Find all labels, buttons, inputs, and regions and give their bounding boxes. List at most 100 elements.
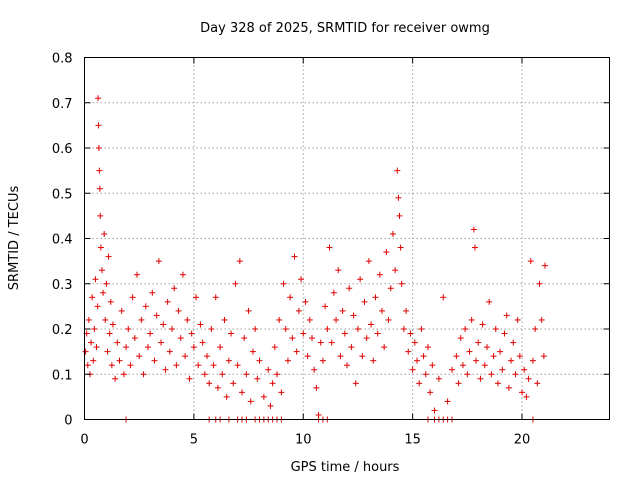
data-point <box>212 294 219 301</box>
data-point <box>449 366 455 373</box>
data-point <box>184 316 191 323</box>
y-tick-label: 0.4 <box>52 233 73 248</box>
data-point <box>219 371 226 378</box>
data-point <box>429 362 436 369</box>
data-point <box>175 307 182 314</box>
data-point <box>333 316 340 323</box>
data-point <box>462 326 469 332</box>
data-point <box>197 321 204 328</box>
data-point <box>291 253 298 260</box>
data-point <box>534 380 541 387</box>
data-point <box>407 330 414 337</box>
data-point <box>519 389 525 396</box>
data-point <box>116 357 123 364</box>
data-point <box>398 280 405 287</box>
data-point <box>418 326 425 332</box>
data-point <box>269 380 276 387</box>
data-point <box>459 362 466 369</box>
data-point <box>169 326 175 332</box>
data-point <box>254 375 261 382</box>
data-point <box>94 303 101 310</box>
data-point <box>501 330 508 337</box>
data-point <box>385 316 392 323</box>
data-point <box>479 321 486 328</box>
data-point <box>440 294 447 301</box>
data-point <box>129 294 136 301</box>
data-point <box>405 348 412 355</box>
data-point <box>475 339 482 346</box>
data-point <box>304 353 311 360</box>
data-point <box>249 348 256 355</box>
grid-lines <box>84 57 610 420</box>
data-point <box>392 267 399 274</box>
data-point <box>490 353 497 360</box>
data-point <box>247 398 254 405</box>
data-point <box>109 321 116 328</box>
data-point <box>389 230 396 237</box>
data-point <box>372 294 379 301</box>
data-point <box>341 330 348 337</box>
data-point <box>339 307 346 314</box>
data-point <box>210 362 217 369</box>
data-point <box>134 271 140 278</box>
data-point <box>344 362 350 369</box>
data-point <box>330 289 337 296</box>
y-tick-label: 0 <box>64 414 72 429</box>
data-point <box>457 335 464 342</box>
data-point <box>400 326 407 332</box>
data-point <box>92 276 99 283</box>
data-point <box>529 357 536 364</box>
data-point <box>147 330 154 337</box>
y-tick-label: 0.5 <box>52 187 73 202</box>
data-point <box>241 335 248 342</box>
data-point <box>536 280 543 287</box>
data-point <box>112 375 119 382</box>
data-point <box>313 384 320 391</box>
data-point <box>348 344 355 351</box>
data-point <box>234 362 241 369</box>
data-point <box>298 276 305 283</box>
x-tick-label: 0 <box>80 433 88 448</box>
data-point <box>503 312 510 319</box>
data-point <box>523 393 530 400</box>
data-point <box>494 380 501 387</box>
data-point <box>409 366 416 373</box>
data-point <box>177 335 184 342</box>
data-point <box>95 145 102 151</box>
data-point <box>214 384 221 391</box>
x-tick-label: 15 <box>404 433 421 448</box>
data-point <box>100 289 107 296</box>
data-point <box>144 344 151 351</box>
data-point <box>243 371 250 378</box>
data-point <box>326 244 333 251</box>
data-point <box>403 307 410 314</box>
data-point <box>354 326 361 332</box>
data-point <box>510 339 517 346</box>
y-axis-label: SRMTID / TECUs <box>7 186 22 291</box>
data-point <box>361 298 368 305</box>
data-point <box>464 371 471 378</box>
data-point <box>179 271 186 278</box>
data-point <box>541 262 548 269</box>
data-point <box>484 344 490 351</box>
data-point <box>123 344 130 351</box>
data-point <box>435 375 442 382</box>
data-point <box>106 330 113 337</box>
chart-title: Day 328 of 2025, SRMTID for receiver owm… <box>200 21 490 36</box>
data-point <box>387 285 394 292</box>
data-point <box>328 339 335 346</box>
data-point <box>228 330 235 337</box>
data-point <box>89 294 96 301</box>
data-point <box>190 344 197 351</box>
data-point <box>153 312 160 319</box>
data-point <box>359 353 366 360</box>
data-point <box>149 289 156 296</box>
data-point <box>127 362 134 369</box>
data-point <box>521 366 528 373</box>
data-point <box>162 366 169 373</box>
data-point <box>199 339 206 346</box>
data-point <box>379 307 385 314</box>
data-point <box>324 326 331 332</box>
data-point <box>293 348 300 355</box>
